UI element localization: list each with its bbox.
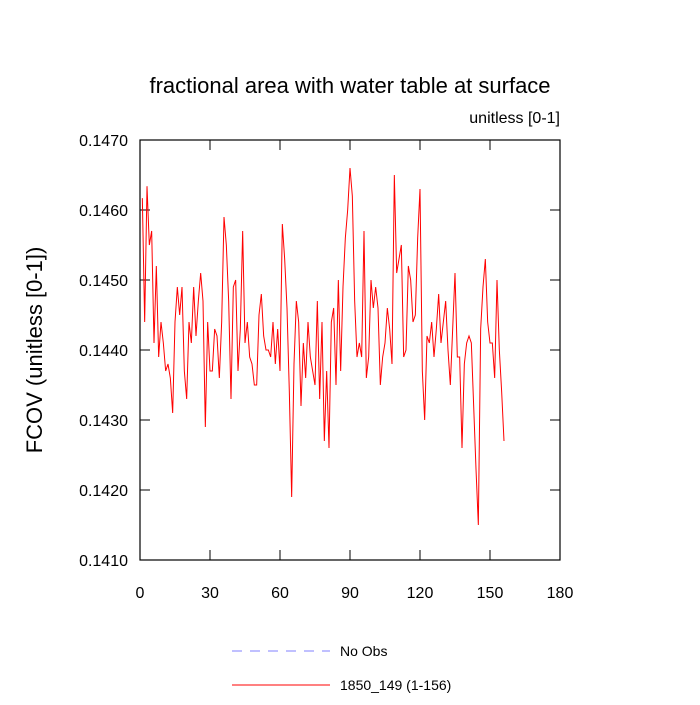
y-tick-label: 0.1430 xyxy=(79,413,128,430)
y-tick-label: 0.1460 xyxy=(79,203,128,220)
x-tick-label: 150 xyxy=(477,585,504,602)
x-tick-label: 60 xyxy=(271,585,289,602)
x-tick-label: 120 xyxy=(407,585,434,602)
y-axis-label: FCOV (unitless [0-1]) xyxy=(22,247,47,454)
legend-label: 1850_149 (1-156) xyxy=(340,677,451,693)
x-tick-label: 30 xyxy=(201,585,219,602)
y-tick-label: 0.1470 xyxy=(79,133,128,150)
x-tick-label: 90 xyxy=(341,585,359,602)
x-tick-label: 180 xyxy=(547,585,574,602)
data-line xyxy=(141,167,505,526)
y-tick-label: 0.1450 xyxy=(79,273,128,290)
chart-subtitle: unitless [0-1] xyxy=(469,110,560,127)
chart-title: fractional area with water table at surf… xyxy=(149,73,550,98)
y-tick-label: 0.1410 xyxy=(79,553,128,570)
y-tick-label: 0.1440 xyxy=(79,343,128,360)
x-tick-label: 0 xyxy=(136,585,145,602)
legend-label: No Obs xyxy=(340,643,387,659)
y-tick-label: 0.1420 xyxy=(79,483,128,500)
